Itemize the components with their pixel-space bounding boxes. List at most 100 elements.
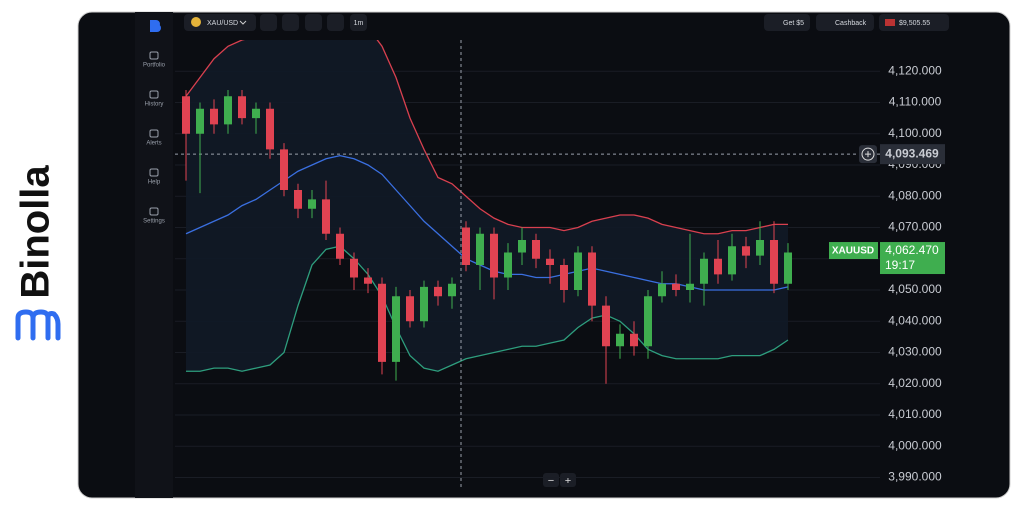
brand-name: Binolla [14,165,58,299]
candle-body [476,233,484,265]
crosshair-price-box [880,144,945,165]
candle-body [462,227,470,265]
last-price-symbol-box [829,242,878,260]
zoom-in-label[interactable]: + [565,475,571,487]
candle-body [406,296,414,322]
y-tick-label: 4,120.000 [888,63,942,77]
sidebar-icon[interactable] [149,168,159,177]
candle-body [294,190,302,209]
dropdown-arrow [239,20,247,25]
candle-body [392,296,400,362]
last-price: 4,062.470 [885,243,939,257]
candle-body [546,258,554,265]
candle-body [574,252,582,290]
crosshair-price: 4,093.469 [885,146,939,160]
candle-body [280,149,288,190]
candle-body [560,265,568,290]
asset-icon [191,17,201,27]
sidebar-icon[interactable] [149,207,159,216]
indicators-button[interactable] [282,14,299,31]
candle-body [728,246,736,275]
candle-body [350,258,358,278]
cashback-button[interactable] [816,14,874,31]
candle-body [336,233,344,259]
candle-body [518,240,526,253]
asset-selector[interactable] [184,14,256,31]
candle-body [378,283,386,362]
candle-body [588,252,596,306]
flag-icon [885,19,895,26]
y-tick-label: 4,070.000 [888,220,942,234]
zoom-out-label[interactable]: − [548,475,554,487]
timeframe-button[interactable] [350,14,367,31]
candle-body [196,108,204,134]
candle-body [714,258,722,275]
zoom-out[interactable] [543,473,559,487]
sidebar-label[interactable]: Help [148,180,161,186]
candle-body [266,108,274,150]
brand-logo [15,309,61,341]
candle-body [490,233,498,278]
candle-body [784,252,792,284]
sidebar-label[interactable]: Alerts [146,141,161,147]
plus-icon [865,151,871,158]
y-tick-label: 4,030.000 [888,345,942,359]
y-tick-label: 4,110.000 [889,95,942,109]
candle-body [756,240,764,256]
asset-name[interactable]: XAU/USD [207,20,238,27]
candle-body [224,96,232,125]
balance[interactable]: $9,505.55 [899,20,930,27]
candle-body [644,296,652,347]
candle-body [742,246,750,256]
sidebar-label[interactable]: Settings [143,219,165,225]
last-price-symbol: XAUUSD [832,246,874,257]
sidebar [135,12,173,498]
candle-body [182,96,190,134]
app-logo [150,20,161,32]
timeframe[interactable]: 1m [354,20,364,27]
candle-body [420,286,428,322]
sidebar-label[interactable]: Portfolio [143,63,166,69]
candle-body [210,108,218,125]
sidebar-label[interactable]: History [145,102,164,108]
candle-body [700,258,708,284]
sidebar-icon[interactable] [149,51,159,60]
candle-body [448,283,456,297]
band-fill [186,40,788,372]
y-tick-label: 4,080.000 [888,188,942,202]
y-tick-label: 4,100.000 [888,126,942,140]
candle-body [504,252,512,278]
candle-body [686,283,694,290]
y-tick-label: 4,020.000 [888,376,942,390]
info-button[interactable] [260,14,277,31]
candle-body [532,240,540,259]
chart-type-button[interactable] [327,14,344,31]
y-tick-label: 3,990.000 [888,470,942,484]
candle-body [434,286,442,297]
candle-body [658,283,666,297]
cashback-label[interactable]: Cashback [835,20,867,27]
plus-icon [861,147,875,161]
bonus-button[interactable] [764,14,810,31]
band-line [185,40,788,235]
bonus-label[interactable]: Get $5 [783,20,804,27]
candle-body [364,277,372,284]
drawing-button[interactable] [305,14,322,31]
chart: 4,120.0004,110.0004,100.0004,090.0004,08… [175,40,945,490]
y-tick-label: 4,000.000 [888,438,942,452]
zoom-in[interactable] [560,473,576,487]
candle-body [238,96,246,119]
candle-body [308,199,316,209]
candle-body [672,283,680,290]
candle-body [602,305,610,347]
candle-timer: 19:17 [885,258,915,272]
last-price-box [880,242,945,275]
sidebar-icon[interactable] [149,90,159,99]
balance-button[interactable] [879,14,949,31]
candle-body [252,108,260,119]
candle-body [616,333,624,347]
candle-body [770,240,778,284]
y-tick-label: 4,040.000 [888,313,942,327]
sidebar-icon[interactable] [149,129,159,138]
